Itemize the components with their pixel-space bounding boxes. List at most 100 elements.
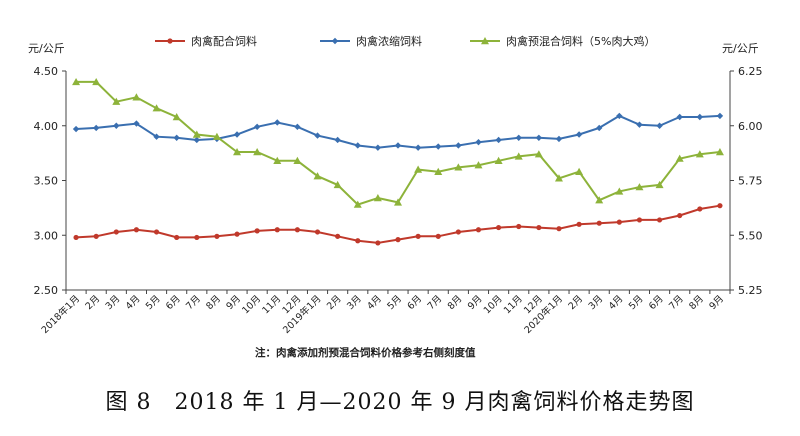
data-point [294,227,300,233]
x-tick-label: 11月 [502,293,525,316]
series-1 [73,203,723,246]
data-point [172,112,181,121]
x-tick-label: 4月 [365,293,384,312]
data-point [133,227,140,233]
data-point [167,38,173,44]
data-point [655,180,664,189]
data-point [555,135,563,143]
data-point [575,167,584,175]
data-point [334,136,341,144]
x-tick-label: 9月 [707,293,726,312]
left-tick-label: 3.50 [34,175,59,188]
data-point [415,233,421,239]
data-point [233,131,241,138]
x-tick-label: 4月 [607,293,626,312]
data-point [113,229,119,235]
x-tick-label: 5月 [627,293,646,312]
x-tick-label: 7月 [667,293,686,312]
data-point [717,203,723,209]
data-point [596,220,602,226]
data-point [697,206,703,212]
data-point [93,233,99,239]
data-point [595,196,604,204]
series-3 [72,77,724,208]
legend-label: 肉禽配合饲料 [191,34,257,48]
data-point [676,113,683,121]
data-point [153,229,160,235]
data-point [616,219,622,225]
data-point [695,150,704,158]
data-point [253,123,261,131]
data-point [656,122,663,129]
data-point [496,224,502,231]
x-tick-label: 6月 [647,293,666,312]
data-point [515,134,522,141]
data-point [576,221,582,227]
x-tick-label: 2月 [566,293,585,312]
data-point [313,172,322,180]
data-point [212,132,221,140]
data-point [395,237,401,243]
x-tick-label: 6月 [164,293,183,312]
data-point [615,187,624,195]
right-tick-label: 5.75 [738,175,763,188]
data-point [636,121,643,128]
data-point [454,163,463,171]
left-tick-label: 4.50 [34,65,59,78]
x-tick-label: 10月 [482,293,505,316]
data-point [554,174,563,182]
data-point [92,124,100,132]
x-tick-label: 7月 [184,293,203,312]
data-point [354,142,361,149]
x-tick-label: 10月 [240,293,263,316]
data-point [132,93,141,101]
x-tick-label: 3月 [587,293,606,312]
data-point [435,143,442,150]
data-point [374,144,382,151]
x-tick-label: 8月 [204,293,223,312]
data-point [435,233,441,239]
data-point [514,152,523,160]
data-point [716,112,724,120]
line-chart: 元/公斤 元/公斤 肉禽配合饲料 肉禽浓缩饲料 肉禽预混合饲料（5%肉大鸡） 2.5… [28,34,763,359]
x-tick-label: 6月 [405,293,424,312]
legend-item: 肉禽预混合饲料（5%肉大鸡） [470,34,655,48]
left-tick-label: 4.00 [34,120,59,133]
x-tick-label: 2018年1月 [39,293,82,336]
data-point [481,37,489,45]
data-point [314,132,321,139]
data-point [194,234,200,241]
data-point [293,156,302,164]
data-point [234,231,240,237]
data-point [173,134,180,141]
data-point [536,224,542,231]
data-point [294,123,301,131]
data-point [133,120,140,127]
left-tick-label: 3.00 [34,229,59,242]
right-axis-unit: 元/公斤 [722,42,759,55]
data-point [152,104,161,112]
data-point [73,234,79,241]
legend-label: 肉禽浓缩饲料 [356,34,422,48]
data-point [233,148,242,156]
right-tick-label: 5.50 [738,229,763,242]
data-point [575,131,583,138]
x-tick-label: 8月 [687,293,706,312]
x-tick-label: 4月 [124,293,143,312]
data-point [495,136,502,144]
data-point [331,37,339,45]
data-point [193,136,200,144]
x-tick-label: 5月 [144,293,163,312]
data-point [596,124,603,132]
data-point [254,228,260,234]
data-point [656,217,663,223]
data-point [534,150,543,158]
x-tick-label: 3月 [104,293,123,312]
series-2 [72,112,724,151]
data-point [455,229,461,235]
data-point [675,154,684,162]
data-point [455,142,462,149]
data-point [355,238,361,244]
data-point [394,198,402,206]
x-tick-label: 8月 [446,293,465,312]
